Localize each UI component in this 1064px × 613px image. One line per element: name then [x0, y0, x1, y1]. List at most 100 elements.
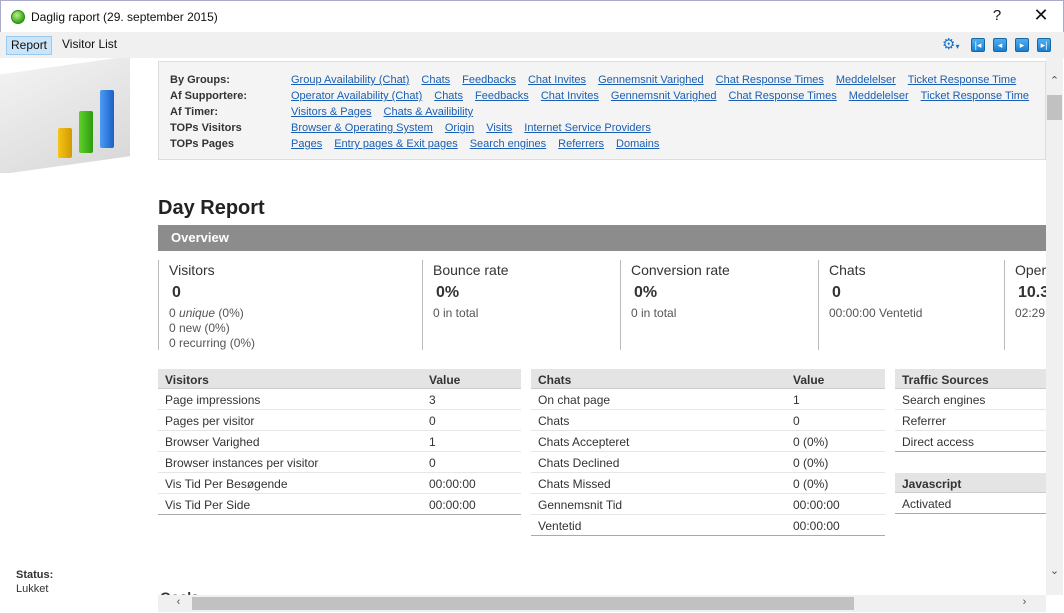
- nav-link[interactable]: Visitors & Pages: [291, 106, 372, 118]
- app-status-icon: [11, 10, 25, 24]
- report-navigation: By Groups: Group Availability (Chat) Chats…: [158, 61, 1046, 160]
- table-row: Chats Accepteret 0 (0%): [531, 431, 885, 452]
- nav-link[interactable]: Chats: [421, 74, 451, 86]
- logo-bar-yellow: [58, 128, 72, 158]
- visitors-unique: 0 unique (0%): [169, 306, 244, 320]
- logo-bar-blue: [100, 90, 114, 148]
- status-label: Status:: [16, 569, 54, 581]
- table-header: Javascript: [895, 473, 1046, 493]
- report-logo: [0, 58, 145, 173]
- help-button[interactable]: ?: [992, 7, 1002, 24]
- sidebar: Status: Lukket: [0, 58, 158, 598]
- overview-open-title: Oper: [1015, 262, 1046, 278]
- nav-row-label: By Groups:: [170, 74, 230, 86]
- overview-visitors-value: 0: [172, 284, 181, 301]
- prev-icon[interactable]: ◂: [993, 38, 1007, 52]
- nav-link[interactable]: Pages: [291, 138, 323, 150]
- table-header: Visitors Value: [158, 369, 521, 389]
- overview-header: Overview: [158, 225, 1046, 251]
- visitors-recurring: 0 recurring (0%): [169, 336, 256, 350]
- scroll-up-icon[interactable]: ⌃: [1049, 75, 1060, 87]
- nav-link[interactable]: Ticket Response Time: [920, 90, 1030, 102]
- table-row: Vis Tid Per Side 00:00:00: [158, 494, 521, 515]
- page-title: Day Report: [158, 197, 265, 219]
- nav-link[interactable]: Chats & Availibility: [383, 106, 474, 118]
- nav-link[interactable]: Gennemsnit Varighed: [610, 90, 717, 102]
- overview-open-sub: 02:29: [1015, 306, 1046, 320]
- overview-conversion-title: Conversion rate: [631, 262, 730, 278]
- table-row: Browser Varighed 1: [158, 431, 521, 452]
- nav-link[interactable]: Feedbacks: [475, 90, 529, 102]
- overview-visitors-title: Visitors: [169, 262, 215, 278]
- nav-link[interactable]: Group Availability (Chat): [291, 74, 410, 86]
- gear-icon[interactable]: ⚙▾: [942, 36, 960, 53]
- nav-link[interactable]: Chat Invites: [527, 74, 587, 86]
- vertical-scroll-thumb[interactable]: [1047, 95, 1062, 120]
- table-row: Chats Declined 0 (0%): [531, 452, 885, 473]
- table-row: Ventetid 00:00:00: [531, 515, 885, 536]
- table-row: Referrer: [895, 410, 1046, 431]
- overview-visitors-breakdown: 0 unique (0%) 0 new (0%) 0 recurring (0%…: [169, 306, 422, 350]
- scroll-right-icon[interactable]: ›: [1022, 596, 1027, 608]
- nav-link[interactable]: Domains: [616, 138, 660, 150]
- nav-link[interactable]: Ticket Response Time: [907, 74, 1017, 86]
- javascript-table: Javascript Activated: [895, 473, 1046, 514]
- last-icon[interactable]: ▸|: [1037, 38, 1051, 52]
- menu-bar: Report Visitor List ⚙▾ |◂ ◂ ▸ ▸|: [0, 32, 1064, 58]
- nav-row-label: TOPs Pages: [170, 138, 234, 150]
- nav-link[interactable]: Browser & Operating System: [291, 122, 433, 134]
- nav-link[interactable]: Referrers: [558, 138, 605, 150]
- overview-chats: Chats 0 00:00:00 Ventetid: [818, 260, 1004, 350]
- overview-chats-value: 0: [832, 284, 841, 301]
- table-header: Chats Value: [531, 369, 885, 389]
- close-button[interactable]: ✕: [1033, 5, 1049, 25]
- nav-link[interactable]: Entry pages & Exit pages: [334, 138, 458, 150]
- chats-table: Chats Value On chat page 1 Chats 0 Chats A…: [531, 369, 885, 536]
- nav-link[interactable]: Origin: [444, 122, 475, 134]
- nav-link[interactable]: Operator Availability (Chat): [291, 90, 423, 102]
- table-row: Page impressions 3: [158, 389, 521, 410]
- nav-link[interactable]: Chat Response Times: [715, 74, 824, 86]
- overview-bounce-sub: 0 in total: [433, 306, 479, 320]
- table-row: Activated: [895, 493, 1046, 514]
- nav-row-label: TOPs Visitors: [170, 122, 242, 134]
- overview-open: Oper 10.3 02:29: [1004, 260, 1046, 350]
- table-row: Vis Tid Per Besøgende 00:00:00: [158, 473, 521, 494]
- table-row: Pages per visitor 0: [158, 410, 521, 431]
- tab-report[interactable]: Report: [6, 36, 53, 55]
- horizontal-scrollbar[interactable]: ‹ ›: [158, 595, 1046, 612]
- nav-link[interactable]: Meddelelser: [848, 90, 909, 102]
- tab-visitor-list[interactable]: Visitor List: [62, 37, 118, 51]
- nav-link[interactable]: Gennemsnit Varighed: [598, 74, 704, 86]
- nav-row-top-pages: TOPs Pages Pages Entry pages & Exit pages S…: [170, 136, 671, 152]
- nav-row-supporters: Af Supportere: Operator Availability (Cha…: [170, 88, 1041, 104]
- overview-conversion: Conversion rate 0% 0 in total: [620, 260, 818, 350]
- nav-row-top-visitors: TOPs Visitors Browser & Operating System O…: [170, 120, 663, 136]
- nav-link[interactable]: Meddelelser: [835, 74, 896, 86]
- visitors-new: 0 new (0%): [169, 321, 230, 335]
- next-icon[interactable]: ▸: [1015, 38, 1029, 52]
- overview-conversion-sub: 0 in total: [631, 306, 677, 320]
- table-header: Traffic Sources: [895, 369, 1046, 389]
- scroll-down-icon[interactable]: ⌄: [1049, 565, 1060, 577]
- overview-chats-title: Chats: [829, 262, 866, 278]
- logo-bar-green: [79, 111, 93, 153]
- nav-link[interactable]: Chat Response Times: [728, 90, 837, 102]
- overview-visitors: Visitors 0 0 unique (0%) 0 new (0%) 0 re…: [158, 260, 422, 350]
- nav-link[interactable]: Search engines: [469, 138, 547, 150]
- nav-link[interactable]: Chat Invites: [540, 90, 599, 102]
- nav-row-hours: Af Timer: Visitors & Pages Chats & Availib…: [170, 104, 485, 120]
- title-bar: Daglig raport (29. september 2015) ? ✕: [0, 0, 1064, 32]
- scroll-left-icon[interactable]: ‹: [176, 596, 181, 608]
- traffic-sources-table: Traffic Sources Search engines Referrer …: [895, 369, 1046, 452]
- nav-link[interactable]: Chats: [434, 90, 463, 102]
- nav-link[interactable]: Internet Service Providers: [524, 122, 651, 134]
- first-icon[interactable]: |◂: [971, 38, 985, 52]
- nav-link[interactable]: Feedbacks: [462, 74, 516, 86]
- overview-open-value: 10.3: [1018, 284, 1046, 301]
- overview-chats-sub: 00:00:00 Ventetid: [829, 306, 923, 320]
- vertical-scrollbar[interactable]: ⌃ ⌄: [1046, 58, 1063, 595]
- nav-link[interactable]: Visits: [486, 122, 513, 134]
- status-value: Lukket: [16, 583, 49, 595]
- horizontal-scroll-thumb[interactable]: [192, 597, 854, 610]
